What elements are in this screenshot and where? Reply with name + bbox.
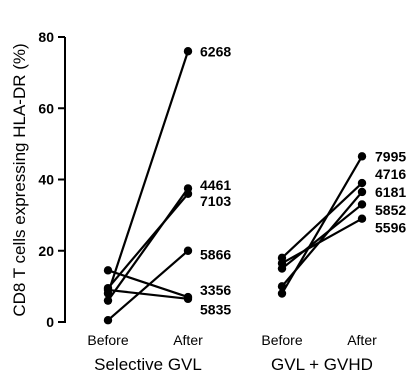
point-before-7995 bbox=[277, 289, 287, 298]
point-before-6181 bbox=[277, 282, 287, 291]
x-category-1-1: After bbox=[347, 332, 377, 348]
pair-line-6268 bbox=[106, 50, 190, 294]
y-tick-label-40: 40 bbox=[38, 172, 54, 188]
y-axis-label: CD8 T cells expressing HLA-DR (%) bbox=[10, 43, 29, 316]
point-after-4716 bbox=[357, 178, 367, 188]
x-category-0-1: After bbox=[173, 332, 203, 348]
x-category-1-0: Before bbox=[261, 332, 302, 348]
pair-line-5852 bbox=[281, 203, 363, 270]
y-tick-label-20: 20 bbox=[38, 243, 54, 259]
point-after-7103 bbox=[183, 189, 193, 198]
point-label-3356: 3356 bbox=[200, 282, 231, 298]
pair-line-6181 bbox=[281, 191, 363, 288]
x-category-0-0: Before bbox=[87, 332, 128, 348]
point-before-5596 bbox=[277, 259, 287, 268]
point-label-6181: 6181 bbox=[375, 184, 406, 200]
point-label-5852: 5852 bbox=[375, 202, 406, 218]
point-label-5866: 5866 bbox=[200, 246, 231, 262]
point-after-5596 bbox=[357, 214, 367, 223]
point-after-5866 bbox=[183, 246, 193, 255]
point-label-4461: 4461 bbox=[200, 177, 231, 193]
point-before-3356 bbox=[103, 266, 113, 275]
data-points bbox=[103, 47, 367, 325]
point-label-5835: 5835 bbox=[200, 302, 231, 318]
point-before-5866 bbox=[103, 316, 113, 325]
pair-line-7103 bbox=[107, 193, 189, 289]
y-tick-label-60: 60 bbox=[38, 100, 54, 116]
pair-lines bbox=[106, 50, 363, 322]
point-label-7995: 7995 bbox=[375, 148, 406, 164]
point-after-6181 bbox=[357, 187, 367, 197]
axes: 0 20 40 60 80 Before After Selective GVL Before A… bbox=[38, 29, 377, 374]
point-after-5835 bbox=[183, 294, 193, 304]
pair-line-4716 bbox=[281, 182, 363, 259]
point-after-7995 bbox=[357, 152, 367, 161]
pair-line-4461 bbox=[107, 187, 189, 302]
point-label-6268: 6268 bbox=[200, 43, 231, 59]
group-label-0: Selective GVL bbox=[94, 355, 202, 374]
pair-line-5835 bbox=[107, 288, 189, 300]
point-before-4461 bbox=[103, 296, 113, 305]
y-tick-label-80: 80 bbox=[38, 29, 54, 45]
group-label-1: GVL + GVHD bbox=[271, 355, 373, 374]
point-after-5852 bbox=[357, 200, 367, 209]
pair-line-5596 bbox=[281, 217, 363, 265]
pair-line-5866 bbox=[107, 249, 189, 322]
point-before-5835 bbox=[103, 285, 113, 295]
point-label-7103: 7103 bbox=[200, 193, 231, 209]
point-label-5596: 5596 bbox=[375, 220, 406, 236]
pair-line-3356 bbox=[107, 269, 189, 299]
y-tick-label-0: 0 bbox=[46, 314, 54, 330]
point-after-6268 bbox=[183, 47, 193, 56]
point-label-4716: 4716 bbox=[375, 166, 406, 182]
